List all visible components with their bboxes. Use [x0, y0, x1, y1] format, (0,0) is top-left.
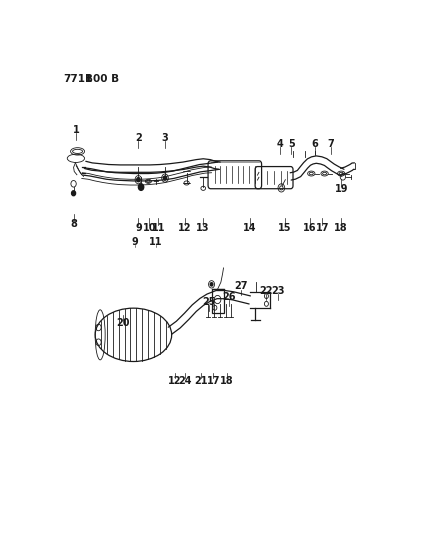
- Bar: [211, 289, 224, 313]
- Text: 18: 18: [220, 376, 233, 386]
- Text: 25: 25: [202, 297, 216, 307]
- Text: 16: 16: [303, 223, 316, 233]
- Text: 17: 17: [315, 223, 329, 233]
- Circle shape: [137, 177, 140, 182]
- Text: 6: 6: [311, 139, 318, 149]
- Text: 26: 26: [222, 292, 236, 302]
- Text: 2: 2: [135, 133, 142, 143]
- Text: 21: 21: [194, 376, 208, 386]
- Text: 1: 1: [73, 125, 80, 135]
- Text: 9: 9: [135, 223, 142, 233]
- Text: 17: 17: [206, 376, 220, 386]
- Circle shape: [72, 191, 76, 196]
- Text: 7: 7: [328, 139, 335, 149]
- Text: B00 B: B00 B: [85, 74, 119, 84]
- Text: 9: 9: [132, 238, 139, 247]
- Text: 7711: 7711: [63, 74, 93, 84]
- Text: 11: 11: [149, 238, 163, 247]
- Text: 8: 8: [71, 219, 78, 229]
- Text: 5: 5: [288, 139, 295, 149]
- Text: 4: 4: [276, 139, 283, 149]
- Text: 11: 11: [151, 223, 165, 233]
- Text: 22: 22: [259, 286, 272, 295]
- Circle shape: [139, 184, 144, 190]
- Text: 13: 13: [196, 223, 209, 233]
- Text: 12: 12: [168, 376, 182, 386]
- Text: 14: 14: [243, 223, 257, 233]
- Text: 24: 24: [178, 376, 192, 386]
- Text: 3: 3: [162, 133, 168, 143]
- Text: 23: 23: [271, 286, 285, 295]
- Text: 10: 10: [142, 223, 156, 233]
- Text: 12: 12: [178, 223, 192, 233]
- Circle shape: [210, 282, 213, 286]
- Text: 20: 20: [117, 318, 130, 328]
- Text: 18: 18: [334, 223, 348, 233]
- Text: 15: 15: [278, 223, 291, 233]
- Circle shape: [163, 176, 166, 180]
- Text: 27: 27: [235, 281, 248, 292]
- Text: 19: 19: [335, 184, 348, 194]
